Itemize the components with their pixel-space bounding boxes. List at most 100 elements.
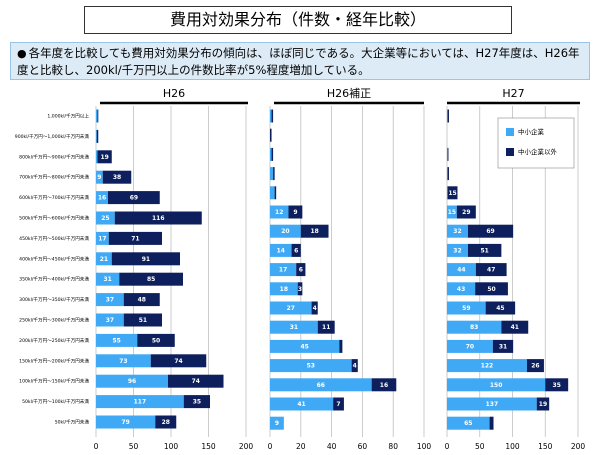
bar-non-sme xyxy=(123,313,162,327)
data-label-sme: 150 xyxy=(490,382,503,389)
data-label-non-sme: 74 xyxy=(192,378,200,385)
bar-non-sme xyxy=(271,109,274,123)
bar-sme xyxy=(447,263,476,277)
data-label-non-sme: 6 xyxy=(294,247,298,254)
bar-sme xyxy=(270,109,272,123)
bar-sme xyxy=(447,282,476,296)
data-label-non-sme: 41 xyxy=(511,324,519,331)
bar-sme xyxy=(270,301,312,315)
category-label: 900kl/千万円～1,000kl/千万円未満 xyxy=(15,133,90,140)
bar-sme xyxy=(447,186,448,200)
data-label-non-sme: 4 xyxy=(353,363,357,370)
bar-non-sme xyxy=(333,397,344,411)
data-label-non-sme: 85 xyxy=(147,276,155,283)
bar-sme xyxy=(96,170,103,184)
page-title: 費用対効果分布（件数・経年比較） xyxy=(84,6,512,34)
data-label-non-sme: 48 xyxy=(138,297,146,304)
data-label-non-sme: 50 xyxy=(152,337,160,344)
bar-non-sme xyxy=(492,339,514,353)
bar-non-sme xyxy=(291,243,301,257)
data-label-sme: 20 xyxy=(281,228,289,235)
data-label-sme: 79 xyxy=(121,419,129,426)
data-label-non-sme: 51 xyxy=(139,317,147,324)
bar-sme xyxy=(96,333,138,347)
data-label-sme: 45 xyxy=(300,343,308,350)
bar-sme xyxy=(447,301,486,315)
bar-non-sme xyxy=(300,224,329,238)
x-tick-label: 0 xyxy=(94,442,99,451)
bar-sme xyxy=(96,129,97,143)
panel-title: H27 xyxy=(502,87,524,100)
bar-non-sme xyxy=(351,359,358,373)
bar-sme xyxy=(447,339,493,353)
bar-sme xyxy=(270,224,301,238)
bar-sme xyxy=(447,397,537,411)
bar-sme xyxy=(447,224,468,238)
panel-title: H26 xyxy=(163,87,185,100)
legend-box xyxy=(497,117,575,169)
bar-non-sme xyxy=(536,397,550,411)
bar-sme xyxy=(270,416,284,430)
data-label-sme: 32 xyxy=(453,247,461,254)
data-label-sme: 14 xyxy=(277,247,285,254)
x-tick-label: 100 xyxy=(417,442,432,451)
data-label-sme: 137 xyxy=(486,401,499,408)
bar-sme xyxy=(270,282,298,296)
bar-non-sme xyxy=(456,205,476,219)
bar-non-sme xyxy=(97,109,99,123)
data-label-non-sme: 50 xyxy=(487,286,495,293)
x-tick-label: 100 xyxy=(505,442,520,451)
data-label-non-sme: 15 xyxy=(448,190,456,197)
category-label: 350kl/千万円～400kl/千万円未満 xyxy=(19,276,89,283)
data-label-sme: 12 xyxy=(275,209,283,216)
legend-label-sme: 中小企業 xyxy=(518,127,545,136)
bar-sme xyxy=(96,109,98,123)
summary-text: 各年度を比較しても費用対効果分布の傾向は、ほぼ同じである。大企業等においては、H… xyxy=(17,46,580,77)
x-tick-label: 60 xyxy=(358,442,368,451)
bar-non-sme xyxy=(108,231,162,245)
x-tick-label: 150 xyxy=(538,442,553,451)
bar-non-sme xyxy=(545,378,569,392)
data-label-sme: 21 xyxy=(100,256,108,263)
data-label-non-sme: 9 xyxy=(293,209,297,216)
data-label-non-sme: 7 xyxy=(336,401,340,408)
data-label-non-sme: 71 xyxy=(131,235,139,242)
x-tick-label: 0 xyxy=(268,442,273,451)
category-label: 450kl/千万円～500kl/千万円未満 xyxy=(19,235,89,242)
panel-title: H26補正 xyxy=(327,87,371,100)
bar-non-sme xyxy=(371,378,397,392)
x-tick-label: 150 xyxy=(201,442,216,451)
bar-sme xyxy=(447,416,490,430)
data-label-non-sme: 45 xyxy=(496,305,504,312)
bar-sme xyxy=(447,243,468,257)
bar-sme xyxy=(96,415,156,429)
bar-sme xyxy=(447,147,448,161)
bar-non-sme xyxy=(447,109,449,123)
data-label-sme: 41 xyxy=(297,401,305,408)
data-label-non-sme: 6 xyxy=(299,267,303,274)
bar-non-sme xyxy=(114,211,202,225)
bar-sme xyxy=(270,263,297,277)
category-label: 400kl/千万円～450kl/千万円未満 xyxy=(19,255,89,262)
x-tick-label: 200 xyxy=(239,442,254,451)
bar-sme xyxy=(270,147,272,161)
data-label-sme: 15 xyxy=(448,209,456,216)
data-label-non-sme: 4 xyxy=(313,305,317,312)
bar-sme xyxy=(96,231,109,245)
bar-non-sme xyxy=(108,191,160,205)
category-label: 250kl/千万円～300kl/千万円未満 xyxy=(19,317,89,324)
data-label-non-sme: 31 xyxy=(499,343,507,350)
bar-non-sme xyxy=(288,205,303,219)
bar-non-sme xyxy=(489,416,494,430)
data-label-non-sme: 74 xyxy=(174,358,182,365)
bullet-marker: ● xyxy=(17,47,27,60)
bar-non-sme xyxy=(467,224,514,238)
bar-non-sme xyxy=(183,395,210,409)
data-label-sme: 37 xyxy=(106,317,114,324)
bar-sme xyxy=(270,205,289,219)
data-label-non-sme: 38 xyxy=(113,174,121,181)
data-label-sme: 117 xyxy=(134,399,147,406)
bar-non-sme xyxy=(339,339,343,353)
bar-sme xyxy=(96,354,151,368)
